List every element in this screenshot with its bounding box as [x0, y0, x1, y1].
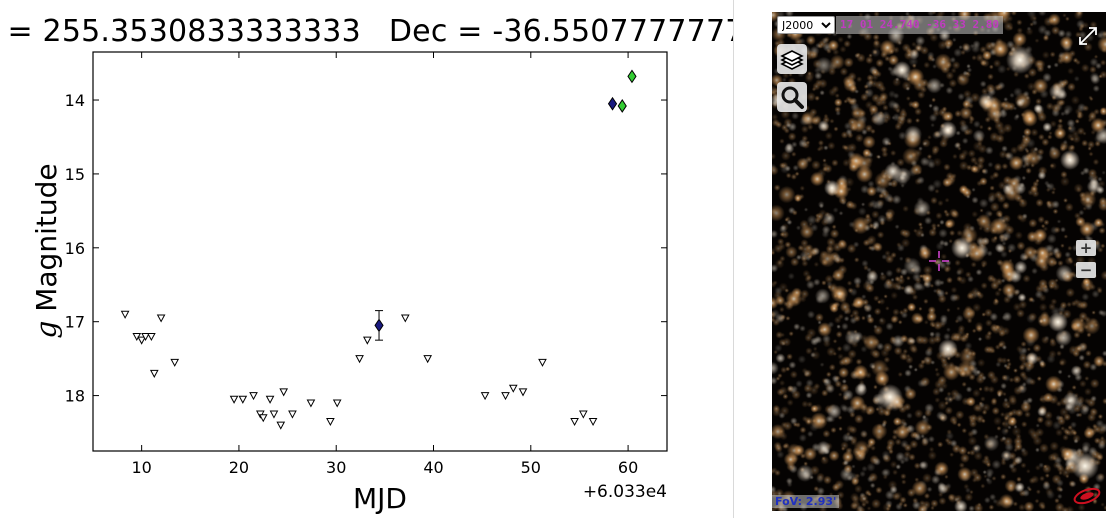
- upper-limit-point: [141, 332, 150, 342]
- upper-limit-point: [288, 410, 297, 419]
- zoom-out-button[interactable]: −: [1076, 262, 1096, 278]
- lightcurve-chart: 10 20 30 40 50 60 14 15 16 17 18 MJD +6.033e4 g Ma…: [30, 51, 668, 515]
- y-axis-label: g Magnitude: [30, 163, 63, 338]
- layers-button[interactable]: [777, 44, 807, 74]
- crosshair-icon: [929, 251, 949, 271]
- y-tick-label: 18: [65, 387, 85, 406]
- upper-limit-point: [480, 392, 490, 401]
- upper-limit-point: [332, 399, 342, 408]
- detection-point: [607, 96, 618, 111]
- sky-viewer[interactable]: J2000 17 01 24.740 -36 33 2.80 + −: [772, 12, 1106, 511]
- upper-limit-point: [400, 314, 410, 323]
- x-tick-label: 60: [618, 458, 638, 477]
- search-button[interactable]: [777, 82, 807, 112]
- upper-limit-point: [538, 358, 547, 367]
- upper-limit-point: [137, 336, 146, 345]
- x-axis-label: MJD: [353, 482, 407, 515]
- upper-limit-point: [588, 417, 598, 426]
- detection-point: [627, 69, 637, 84]
- upper-limit-point: [269, 410, 279, 419]
- upper-limit-point: [149, 369, 159, 378]
- y-tick-label: 15: [65, 165, 85, 184]
- x-tick-label: 20: [229, 458, 249, 477]
- y-axis-label-text: Magnitude: [30, 163, 63, 320]
- upper-limit-point: [229, 395, 239, 404]
- upper-limit-point: [120, 310, 130, 319]
- sky-image[interactable]: [772, 12, 1106, 511]
- upper-limit-point: [156, 314, 166, 323]
- lightcurve-panel: . = 255.3530833333333 Dec = -36.550777777…: [0, 0, 734, 518]
- upper-limit-point: [265, 395, 275, 404]
- upper-limit-point: [518, 388, 528, 397]
- y-axis-label-var: g: [30, 321, 63, 339]
- y-tick-label: 17: [65, 313, 85, 332]
- upper-limit-point: [276, 421, 286, 430]
- zoom-in-button[interactable]: +: [1076, 240, 1096, 256]
- aladin-logo-icon[interactable]: [1072, 487, 1102, 505]
- frame-select[interactable]: J2000: [777, 16, 835, 34]
- layers-icon: [780, 50, 804, 70]
- upper-limit-point: [578, 410, 588, 419]
- x-offset-label: +6.033e4: [583, 482, 667, 502]
- upper-limit-point: [170, 358, 180, 367]
- upper-limit-point: [306, 399, 316, 408]
- title-dec: Dec = -36.55077777777: [388, 14, 734, 49]
- magnifier-icon: [781, 86, 804, 109]
- detection-point: [374, 318, 384, 333]
- plot-frame: [92, 51, 668, 452]
- upper-limit-point: [249, 392, 258, 401]
- upper-limit-point: [508, 384, 518, 393]
- upper-limit-point: [355, 355, 364, 364]
- upper-limit-point: [363, 336, 372, 345]
- upper-limit-point: [501, 392, 510, 401]
- upper-limit-point: [279, 388, 289, 397]
- x-tick-label: 40: [423, 458, 443, 477]
- upper-limit-point: [258, 414, 268, 423]
- upper-limit-point: [147, 332, 156, 342]
- detection-point: [617, 99, 627, 113]
- title-ra: . = 255.3530833333333: [0, 14, 361, 49]
- upper-limit-point: [570, 417, 579, 426]
- expand-icon: [1079, 27, 1097, 45]
- fullscreen-button[interactable]: [1076, 24, 1100, 48]
- upper-limit-point: [423, 355, 433, 364]
- chart-title: . = 255.3530833333333 Dec = -36.550777777…: [0, 14, 734, 49]
- y-tick-label: 16: [65, 239, 85, 258]
- fov-label: FoV: 2.93': [772, 495, 840, 508]
- upper-limit-point: [238, 395, 248, 404]
- x-tick-label: 10: [131, 458, 151, 477]
- y-tick-label: 14: [65, 91, 85, 110]
- upper-limit-point: [326, 417, 335, 426]
- x-tick-label: 30: [326, 458, 346, 477]
- coordinate-readout: 17 01 24.740 -36 33 2.80: [836, 16, 1003, 34]
- x-tick-label: 50: [521, 458, 541, 477]
